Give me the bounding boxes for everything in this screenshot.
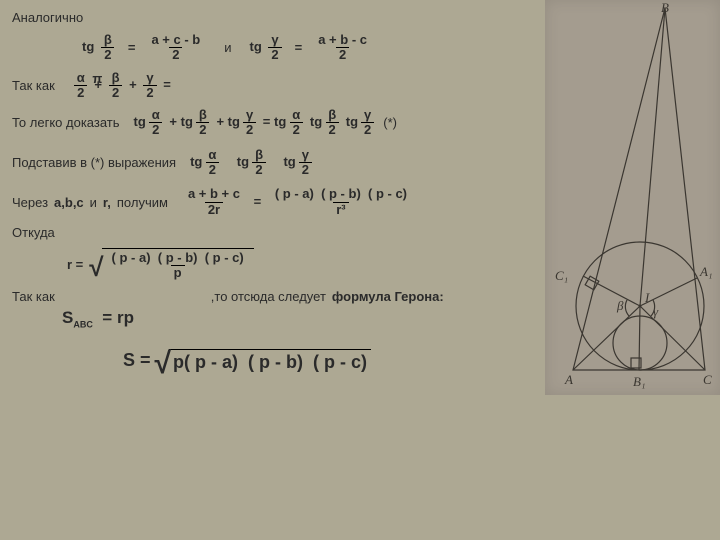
expr-tgs: tgα2 tgβ2 tgγ2	[190, 148, 315, 178]
sqrt-r: √ ( p - a) ( p - b) ( p - c) p	[89, 248, 253, 281]
vars-abc: a,b,c	[54, 195, 84, 210]
tg-beta2: tg β2	[82, 33, 118, 63]
text-get: получим	[117, 195, 168, 210]
svg-text:B₁: B₁	[633, 374, 645, 389]
text-substituting: Подставив в (*) выражения	[12, 155, 176, 170]
frac-abc: a + b - c2	[315, 33, 370, 63]
eq1: =	[128, 40, 136, 55]
svg-text:B: B	[661, 0, 669, 15]
triangle-diagram: A B C A₁ B₁ C₁ I β γ	[545, 0, 720, 395]
svg-text:C: C	[703, 372, 712, 387]
big-fraction: a + b + c2r = ( p - a) ( p - b) ( p - c)…	[182, 187, 413, 217]
svg-text:β: β	[616, 298, 624, 313]
eq2: =	[295, 40, 303, 55]
identity-star: tgα2 + tgβ2 + tgγ2 = tgα2 tgβ2 tgγ2	[134, 108, 378, 138]
text-since2: Так как	[12, 289, 55, 304]
text-and2: и	[90, 195, 97, 210]
heron-formula: S = √ p( p - a) ( p - b) ( p - c)	[12, 349, 482, 373]
svg-text:I: I	[644, 290, 650, 305]
text-heron: формула Герона:	[332, 289, 444, 304]
text-hence: ,то отсюда следует	[211, 289, 326, 304]
text-analogously: Аналогично	[12, 10, 83, 25]
r-eq: r =	[67, 257, 83, 272]
svg-text:C₁: C₁	[555, 268, 568, 283]
text-whence: Откуда	[12, 225, 55, 240]
frac-acb: a + c - b2	[148, 33, 203, 63]
star-marker: (*)	[383, 115, 397, 130]
svg-text:γ: γ	[653, 304, 659, 319]
tg-gamma2: tg γ2	[249, 33, 284, 63]
sum-halves: α2 π+ β2 + γ2 =	[71, 71, 171, 101]
text-easy-prove: То легко доказать	[12, 115, 120, 130]
and: и	[224, 40, 231, 55]
sabc-rp: SABC = rp	[62, 308, 134, 329]
svg-text:A: A	[564, 372, 573, 387]
text-since: Так как	[12, 78, 55, 93]
text-through: Через	[12, 195, 48, 210]
svg-text:A₁: A₁	[699, 264, 712, 279]
var-r: r,	[103, 195, 111, 210]
